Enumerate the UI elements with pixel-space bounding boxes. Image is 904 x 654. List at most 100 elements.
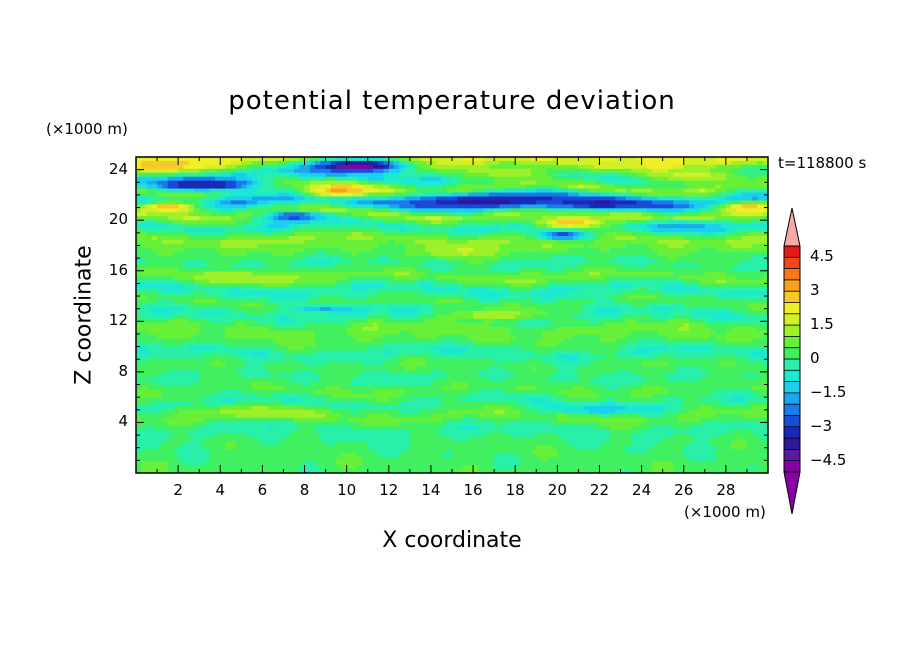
heatmap-cell (652, 299, 658, 304)
heatmap-cell (157, 311, 163, 316)
heatmap-cell (283, 172, 290, 178)
heatmap-cell (625, 164, 632, 170)
heatmap-cell (673, 216, 680, 221)
heatmap-cell (699, 311, 706, 316)
heatmap-cell (283, 188, 290, 194)
heatmap-cell (525, 247, 532, 253)
heatmap-cell (399, 318, 406, 324)
heatmap-cell (330, 196, 337, 202)
heatmap-cell (725, 216, 732, 221)
heatmap-cell (193, 204, 200, 209)
heatmap-cell (388, 318, 395, 324)
heatmap-cell (546, 295, 553, 300)
heatmap-cell (394, 224, 400, 229)
heatmap-cell (536, 279, 543, 284)
heatmap-cell (404, 267, 411, 273)
heatmap-cell (594, 283, 601, 288)
heatmap-cell (531, 299, 537, 304)
heatmap-cell (225, 295, 232, 300)
heatmap-cell (731, 164, 737, 170)
heatmap-cell (736, 283, 743, 288)
heatmap-cell (704, 184, 711, 190)
heatmap-cell (436, 271, 443, 277)
heatmap-cell (710, 299, 716, 304)
heatmap-cell (199, 172, 206, 178)
heatmap-cell (357, 295, 364, 300)
heatmap-cell (578, 299, 585, 304)
heatmap-cell (673, 200, 680, 205)
heatmap-cell (631, 168, 637, 174)
heatmap-cell (499, 212, 506, 217)
heatmap-cell (262, 176, 269, 182)
heatmap-cell (151, 168, 158, 174)
heatmap-cell (193, 192, 200, 198)
heatmap-cell (604, 287, 611, 292)
heatmap-cell (151, 239, 158, 245)
heatmap-cell (146, 291, 153, 296)
heatmap-cell (720, 271, 727, 277)
heatmap-cell (667, 299, 674, 304)
heatmap-cell (515, 160, 522, 166)
heatmap-cell (467, 267, 474, 273)
heatmap-cell (499, 236, 506, 241)
heatmap-cell (262, 180, 269, 186)
heatmap-cell (452, 263, 458, 269)
heatmap-cell (562, 176, 569, 182)
heatmap-cell (157, 232, 163, 237)
heatmap-cell (562, 275, 569, 281)
heatmap-cell (604, 291, 611, 296)
heatmap-cell (178, 184, 184, 190)
heatmap-cell (673, 157, 680, 162)
heatmap-cell (320, 192, 327, 198)
heatmap-cell (546, 243, 553, 249)
heatmap-cell (436, 318, 443, 324)
heatmap-cell (578, 164, 585, 170)
heatmap-cell (146, 275, 153, 281)
heatmap-cell (209, 224, 216, 229)
heatmap-cell (404, 318, 411, 324)
heatmap-cell (715, 299, 722, 304)
heatmap-cell (509, 216, 516, 221)
heatmap-cell (183, 263, 190, 269)
heatmap-cell (652, 283, 658, 288)
heatmap-cell (278, 291, 285, 296)
heatmap-cell (473, 164, 479, 170)
heatmap-cell (541, 160, 548, 166)
heatmap-cell (515, 184, 522, 190)
heatmap-cell (320, 247, 327, 253)
heatmap-cell (183, 236, 190, 241)
heatmap-cell (509, 275, 516, 281)
heatmap-cell (188, 307, 195, 312)
heatmap-cell (473, 232, 479, 237)
heatmap-cell (183, 160, 190, 166)
heatmap-cell (641, 196, 648, 202)
heatmap-cell (662, 255, 669, 261)
heatmap-cell (704, 168, 711, 174)
heatmap-cell (520, 307, 527, 312)
heatmap-cell (462, 200, 469, 205)
heatmap-cell (641, 172, 648, 178)
heatmap-cell (425, 271, 432, 277)
heatmap-cell (315, 228, 321, 233)
heatmap-cell (288, 291, 295, 296)
heatmap-cell (457, 275, 464, 281)
heatmap-cell (752, 279, 759, 284)
heatmap-cell (351, 271, 358, 277)
heatmap-cell (136, 315, 142, 320)
heatmap-cell (415, 291, 421, 296)
heatmap-cell (494, 275, 500, 281)
heatmap-cell (199, 303, 206, 308)
heatmap-cell (272, 247, 279, 253)
heatmap-cell (172, 168, 179, 174)
heatmap-cell (383, 180, 390, 186)
heatmap-cell (420, 212, 427, 217)
heatmap-cell (320, 295, 327, 300)
heatmap-cell (615, 251, 622, 257)
heatmap-cell (678, 172, 685, 178)
heatmap-cell (573, 157, 579, 162)
heatmap-cell (262, 259, 269, 265)
heatmap-cell (667, 279, 674, 284)
heatmap-cell (531, 180, 537, 186)
heatmap-cell (236, 267, 242, 273)
heatmap-cell (215, 243, 221, 249)
